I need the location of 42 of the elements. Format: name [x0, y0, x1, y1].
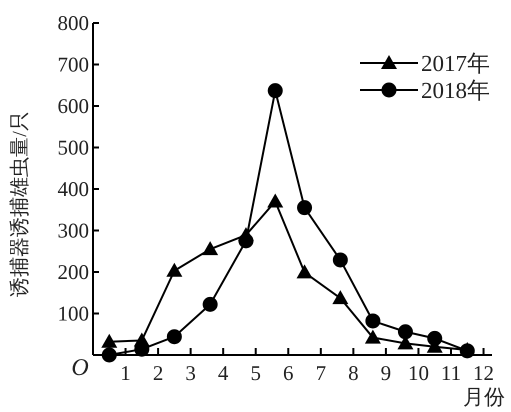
x-tick-label: 7 — [316, 361, 326, 385]
point — [296, 264, 313, 278]
y-tick-label: 600 — [58, 94, 89, 118]
point — [297, 200, 312, 216]
x-tick-label: 6 — [283, 361, 294, 385]
point — [267, 193, 284, 208]
x-tick-label: 9 — [380, 361, 392, 385]
x-tick-label: 1 — [120, 361, 131, 385]
x-tick-label: 8 — [348, 361, 359, 385]
y-tick-label: 800 — [58, 11, 89, 35]
point — [364, 330, 381, 344]
x-tick-label: 12 — [473, 361, 494, 385]
point — [332, 290, 348, 304]
point — [268, 83, 283, 98]
point — [166, 262, 182, 277]
y-axis-title: 诱捕器诱捕雄虫量/只 — [9, 111, 31, 297]
point — [202, 241, 218, 256]
point — [332, 252, 348, 268]
point — [398, 324, 413, 340]
y-tick-label: 300 — [58, 218, 89, 242]
x-tick-label: 3 — [185, 361, 196, 385]
legend-label: 2018年 — [421, 78, 490, 103]
y-tick-label: 500 — [58, 136, 89, 160]
x-tick-label: 11 — [440, 361, 462, 385]
x-axis-title: 月份 — [463, 385, 505, 409]
y-tick-label: 400 — [58, 177, 89, 201]
x-tick-label: 2 — [152, 361, 164, 385]
x-tick-label: 5 — [250, 361, 261, 385]
legend-label: 2017年 — [421, 51, 490, 76]
y-tick-label: 200 — [58, 260, 89, 284]
y-tick-label: 700 — [58, 52, 89, 76]
point — [365, 313, 380, 328]
x-tick-label: 4 — [218, 361, 229, 385]
point — [166, 329, 182, 344]
point — [427, 330, 442, 346]
point — [102, 348, 117, 362]
text: O — [71, 355, 89, 381]
point — [238, 233, 254, 248]
point — [202, 296, 218, 312]
point — [101, 334, 118, 348]
y-tick-label: 100 — [58, 302, 89, 326]
x-tick-label: 10 — [408, 361, 429, 385]
